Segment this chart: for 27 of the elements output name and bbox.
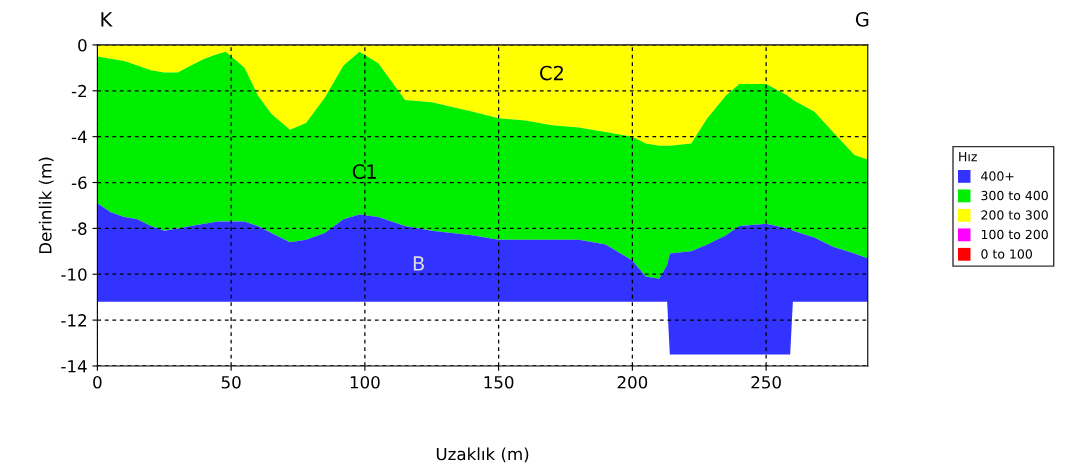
x-tick-label: 200 <box>617 375 648 389</box>
text: K <box>101 12 113 27</box>
y-tick-label: -2 <box>71 84 86 98</box>
legend-title: Hız <box>959 152 977 162</box>
x-tick-label: 0 <box>93 375 102 389</box>
text: G <box>855 11 869 27</box>
y-tick-label: -10 <box>61 268 87 281</box>
legend-label: 300 to 400 <box>981 190 1048 201</box>
y-tick-label: -12 <box>61 314 86 327</box>
legend-label: 200 to 300 <box>981 210 1048 220</box>
annotation: C1 <box>352 164 376 179</box>
x-tick-label: 100 <box>350 375 380 389</box>
y-tick-label: -4 <box>71 130 87 143</box>
x-tick-label: 50 <box>221 375 241 389</box>
x-axis-title: Uzaklık (m) <box>436 447 529 463</box>
x-tick-label: 150 <box>484 375 514 389</box>
annotation: B <box>413 256 424 271</box>
y-tick-label: -6 <box>71 176 87 190</box>
x-tick-label: 250 <box>751 375 781 389</box>
legend-label: 400+ <box>981 171 1014 181</box>
y-tick-label: -8 <box>71 222 87 235</box>
annotation: C2 <box>540 65 563 81</box>
y-axis-title: Derinlik (m) <box>38 157 54 254</box>
legend-label: 100 to 200 <box>981 229 1048 240</box>
legend-label: 0 to 100 <box>981 249 1032 259</box>
y-tick-label: 0 <box>78 38 87 52</box>
y-tick-label: -14 <box>61 360 87 373</box>
